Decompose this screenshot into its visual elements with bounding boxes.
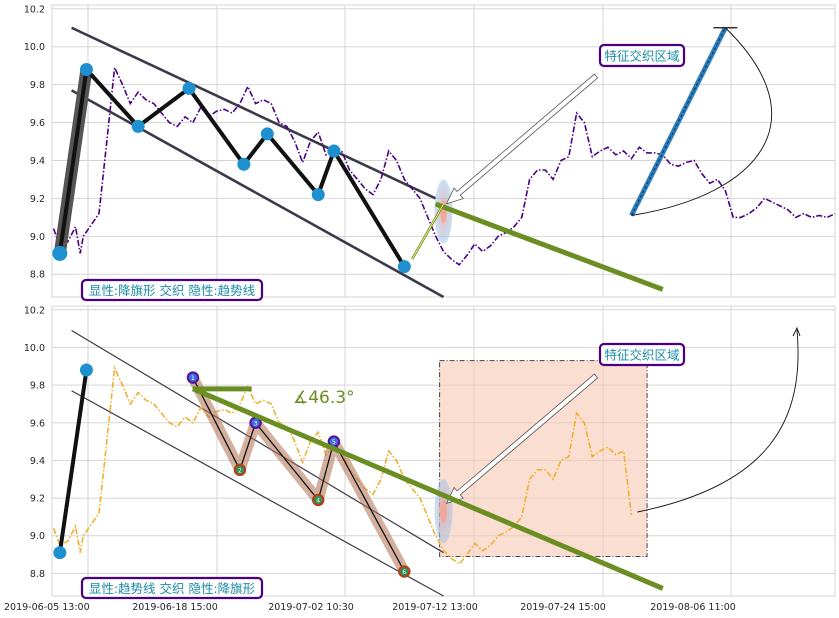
pivot-marker — [311, 188, 325, 202]
bottom-y-ticks: 8.8 9.0 9.2 9.4 9.6 9.8 10.0 10.2 — [24, 305, 45, 580]
projection-curve — [631, 27, 772, 216]
bottom-legend-label: 显性:趋势线 交织 隐性:降旗形 — [89, 581, 256, 596]
y-tick-label: 9.8 — [30, 80, 45, 91]
top-legend-box: 显性:降旗形 交织 隐性:趋势线 — [80, 278, 264, 302]
numbered-high-label: 5 — [332, 439, 336, 446]
projection-arrowhead — [792, 326, 801, 337]
x-tick-label: 2019-06-05 13:00 — [4, 602, 90, 613]
channel-upper-line — [71, 329, 444, 554]
pivot-marker — [327, 144, 341, 158]
price-series-line — [52, 64, 836, 266]
pivot-marker — [237, 157, 251, 171]
y-tick-label: 9.6 — [30, 418, 45, 429]
green-trend-line — [191, 386, 664, 591]
y-tick-label: 9.2 — [30, 194, 45, 205]
top-annotation-label: 特征交织区域 — [604, 49, 679, 64]
y-tick-label: 10.2 — [24, 305, 45, 316]
bottom-overlays — [191, 326, 801, 591]
bottom-channel — [71, 329, 444, 597]
annotation-arrow — [445, 73, 599, 205]
bottom-annotation-box: 特征交织区域 — [598, 342, 686, 367]
numbered-low-marker — [398, 565, 411, 578]
flag-zigzag-line — [192, 377, 405, 572]
pivot-marker — [79, 363, 93, 377]
x-axis-ticks: 2019-06-05 13:00 2019-06-18 15:00 2019-07-… — [4, 602, 736, 613]
pivot-marker — [79, 62, 93, 76]
short-green-highlight — [411, 203, 444, 260]
pivot-marker — [182, 81, 196, 95]
pivot-marker — [131, 119, 145, 133]
x-tick-label: 2019-06-18 15:00 — [132, 602, 218, 613]
top-annotation-box: 特征交织区域 — [598, 43, 686, 68]
x-tick-label: 2019-08-06 11:00 — [650, 602, 736, 613]
y-tick-label: 8.8 — [30, 270, 45, 281]
projection-curve — [637, 329, 799, 513]
y-tick-label: 10.0 — [24, 343, 45, 354]
numbered-high-label: 1 — [191, 375, 195, 382]
bottom-zigzag: 1 3 5 2 4 6 — [53, 363, 411, 578]
bottom-angle-label: ∡46.3° — [293, 388, 355, 408]
highlight-core — [440, 199, 447, 224]
x-tick-label: 2019-07-12 13:00 — [392, 602, 478, 613]
y-tick-label: 9.8 — [30, 381, 45, 392]
numbered-low-label: 2 — [238, 467, 242, 474]
pivot-marker — [53, 546, 67, 560]
numbered-low-label: 6 — [402, 569, 406, 576]
x-tick-label: 2019-07-24 15:00 — [520, 602, 606, 613]
shaded-region — [439, 360, 648, 557]
y-tick-label: 9.0 — [30, 531, 45, 542]
y-tick-label: 9.6 — [30, 118, 45, 129]
price-series-line — [52, 365, 633, 566]
y-tick-label: 9.2 — [30, 494, 45, 505]
highlight-core — [440, 499, 447, 524]
bottom-legend-box: 显性:趋势线 交织 隐性:降旗形 — [80, 576, 264, 600]
numbered-low-label: 4 — [316, 497, 320, 504]
y-tick-label: 10.0 — [24, 42, 45, 53]
first-leg-line — [57, 369, 89, 553]
channel-upper-line — [71, 26, 437, 200]
top-y-ticks: 8.8 9.0 9.2 9.4 9.6 9.8 10.0 10.2 — [24, 4, 45, 280]
numbered-high-marker — [186, 371, 200, 384]
bottom-annotation-label: 特征交织区域 — [604, 348, 679, 363]
top-highlight — [434, 73, 599, 244]
green-trend-line — [434, 201, 664, 292]
bottom-panel: 8.8 9.0 9.2 9.4 9.6 9.8 10.0 10.2 1 3 5 2 4 6 ∡46.3°… — [24, 305, 836, 600]
top-legend-label: 显性:降旗形 交织 隐性:趋势线 — [89, 283, 256, 298]
y-tick-label: 9.4 — [30, 156, 45, 167]
numbered-high-label: 3 — [254, 420, 258, 427]
x-tick-label: 2019-07-02 10:30 — [268, 602, 354, 613]
bottom-shaded — [439, 360, 648, 557]
top-panel: 8.8 9.0 9.2 9.4 9.6 9.8 10.0 10.2 特征交织区域 显性:降旗形… — [24, 4, 836, 302]
top-overlays — [411, 26, 772, 292]
pivot-marker — [52, 245, 68, 261]
top-pivots — [52, 62, 411, 274]
y-tick-label: 9.4 — [30, 456, 45, 467]
numbered-low-marker — [312, 493, 325, 507]
pivot-marker — [397, 260, 411, 274]
bottom-series — [52, 365, 633, 566]
y-tick-label: 10.2 — [24, 4, 45, 15]
y-tick-label: 8.8 — [30, 569, 45, 580]
top-series — [52, 64, 836, 266]
target-line — [629, 26, 728, 217]
y-tick-label: 9.0 — [30, 232, 45, 243]
channel-lower-line — [71, 390, 444, 597]
pivot-marker — [260, 127, 274, 141]
numbered-low-marker — [233, 463, 247, 477]
